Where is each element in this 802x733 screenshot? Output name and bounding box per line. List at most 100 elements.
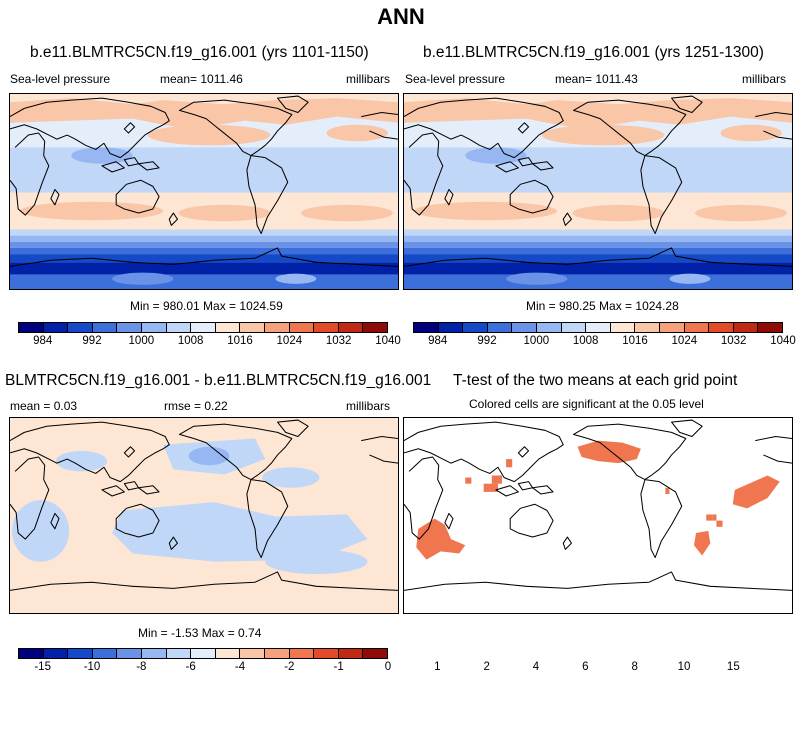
panel1-map <box>9 93 399 290</box>
panel3-colorbar-labels: -15 -10 -8 -6 -4 -2 -1 0 1 2 4 6 8 10 15 <box>18 661 739 675</box>
colorbar-swatch <box>414 323 439 332</box>
colorbar-swatch <box>684 323 710 332</box>
colorbar-swatch <box>166 323 192 332</box>
panel2-map <box>403 93 793 290</box>
panel1-mean: mean= 1011.46 <box>160 72 243 86</box>
colorbar-swatch <box>191 323 216 332</box>
colorbar-swatch <box>92 323 118 332</box>
colorbar-tick-label: 1000 <box>523 335 550 347</box>
colorbar-swatch <box>487 323 513 332</box>
colorbar-swatch <box>68 649 93 658</box>
colorbar-swatch <box>43 323 69 332</box>
colorbar-swatch <box>314 649 339 658</box>
colorbar-tick-label: -15 <box>34 661 51 673</box>
panel2-units: millibars <box>742 72 787 86</box>
colorbar-swatch <box>215 323 241 332</box>
colorbar-tick-label: 1024 <box>276 335 303 347</box>
panel4-subtitle: Colored cells are significant at the 0.0… <box>469 397 704 411</box>
colorbar-swatch <box>191 649 216 658</box>
colorbar-swatch <box>68 323 93 332</box>
colorbar-swatch <box>586 323 611 332</box>
colorbar-swatch <box>289 649 315 658</box>
panel2-colorbar <box>413 322 783 333</box>
colorbar-swatch <box>314 323 339 332</box>
colorbar-tick-label: 6 <box>582 661 589 673</box>
colorbar-swatch <box>117 649 142 658</box>
colorbar-tick-label: 8 <box>631 661 638 673</box>
panel2-mean: mean= 1011.43 <box>555 72 638 86</box>
colorbar-swatch <box>240 649 265 658</box>
colorbar-tick-label: 1016 <box>227 335 253 347</box>
panel3-map <box>9 417 399 614</box>
colorbar-tick-label: 1008 <box>572 335 599 347</box>
colorbar-tick-label: 4 <box>532 661 540 673</box>
panel3-title: BLMTRC5CN.f19_g16.001 - b.e11.BLMTRC5CN.… <box>5 372 432 389</box>
colorbar-tick-label: 10 <box>677 661 691 673</box>
colorbar-tick-label: -8 <box>136 661 147 673</box>
panel2-title: b.e11.BLMTRC5CN.f19_g16.001 (yrs 1251-13… <box>423 44 764 61</box>
panel2-colorbar-labels: 984 992 1000 1008 1016 1024 1032 1040 <box>413 335 796 349</box>
panel3-minmax: Min = -1.53 Max = 0.74 <box>138 626 262 640</box>
colorbar-swatch <box>659 323 685 332</box>
colorbar-tick-label: -6 <box>185 661 196 673</box>
colorbar-swatch <box>92 649 118 658</box>
colorbar-swatch <box>512 323 537 332</box>
panel1-variable: Sea-level pressure <box>10 72 111 86</box>
colorbar-swatch <box>610 323 636 332</box>
colorbar-swatch <box>264 323 290 332</box>
panel4-title: T-test of the two means at each grid poi… <box>453 372 738 389</box>
colorbar-swatch <box>240 323 265 332</box>
panel1-title: b.e11.BLMTRC5CN.f19_g16.001 (yrs 1101-11… <box>30 44 369 61</box>
colorbar-tick-label: 1008 <box>177 335 204 347</box>
panel3-mean: mean = 0.03 <box>10 399 78 413</box>
colorbar-tick-label: 1032 <box>325 335 352 347</box>
panel1-units: millibars <box>346 72 391 86</box>
colorbar-swatch <box>215 649 241 658</box>
panel1-minmax: Min = 980.01 Max = 1024.59 <box>130 299 283 313</box>
colorbar-swatch <box>635 323 660 332</box>
colorbar-swatch <box>19 649 44 658</box>
colorbar-swatch <box>141 649 167 658</box>
colorbar-swatch <box>338 649 364 658</box>
colorbar-tick-label: 1032 <box>720 335 747 347</box>
colorbar-tick-label: 1040 <box>770 335 796 347</box>
colorbar-tick-label: 0 <box>384 661 392 673</box>
panel3-rmse: rmse = 0.22 <box>164 399 228 413</box>
colorbar-tick-label: 1024 <box>671 335 698 347</box>
colorbar-swatch <box>363 649 387 658</box>
colorbar-swatch <box>709 323 734 332</box>
colorbar-tick-label: -2 <box>284 661 295 673</box>
colorbar-tick-label: 2 <box>483 661 490 673</box>
colorbar-swatch <box>166 649 192 658</box>
colorbar-swatch <box>338 323 364 332</box>
colorbar-swatch <box>264 649 290 658</box>
colorbar-tick-label: -10 <box>83 661 101 673</box>
colorbar-tick-label: 1016 <box>622 335 648 347</box>
colorbar-swatch <box>43 649 69 658</box>
colorbar-swatch <box>117 323 142 332</box>
colorbar-tick-label: 984 <box>428 335 448 347</box>
colorbar-swatch <box>536 323 562 332</box>
colorbar-tick-label: 992 <box>82 335 102 347</box>
colorbar-swatch <box>141 323 167 332</box>
panel3-colorbar <box>18 648 388 659</box>
colorbar-swatch <box>438 323 464 332</box>
colorbar-swatch <box>758 323 782 332</box>
colorbar-swatch <box>561 323 587 332</box>
colorbar-tick-label: -4 <box>234 661 246 673</box>
colorbar-swatch <box>463 323 488 332</box>
panel1-colorbar <box>18 322 388 333</box>
panel3-units: millibars <box>346 399 391 413</box>
colorbar-tick-label: 1000 <box>128 335 155 347</box>
panel2-minmax: Min = 980.25 Max = 1024.28 <box>526 299 679 313</box>
colorbar-tick-label: 992 <box>477 335 497 347</box>
colorbar-tick-label: -1 <box>333 661 344 673</box>
colorbar-swatch <box>19 323 44 332</box>
colorbar-tick-label: 15 <box>726 661 740 673</box>
panel1-colorbar-labels: 984 992 1000 1008 1016 1024 1032 1040 <box>18 335 401 349</box>
panel4-map <box>403 417 793 614</box>
main-title: ANN <box>377 4 425 29</box>
colorbar-tick-label: 1040 <box>375 335 401 347</box>
colorbar-tick-label: 1 <box>434 661 441 673</box>
colorbar-swatch <box>733 323 759 332</box>
